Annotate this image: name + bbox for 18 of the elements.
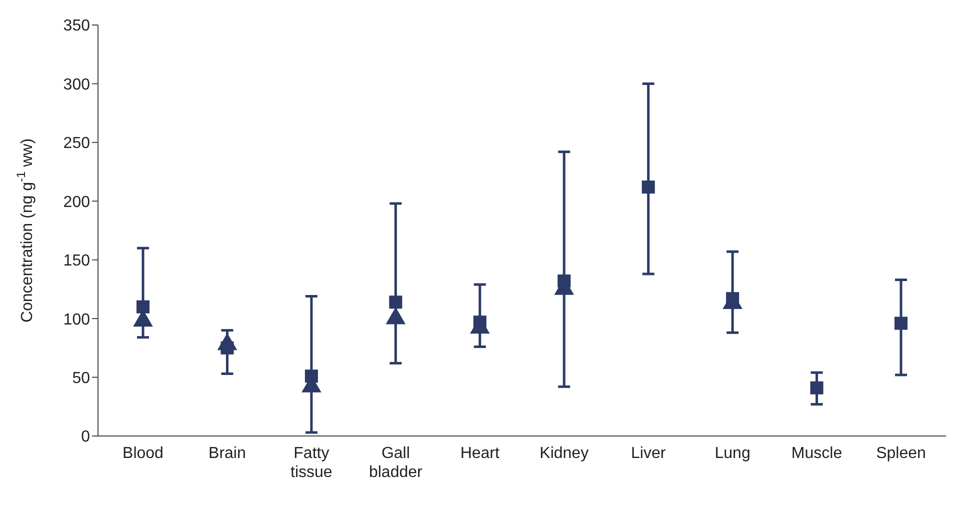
y-tick-label: 150: [63, 252, 90, 270]
x-tick-label: Brain: [208, 445, 246, 462]
y-tick-label: 100: [63, 311, 90, 328]
y-tick-label: 0: [81, 428, 90, 446]
y-tick-label: 50: [72, 370, 90, 387]
x-tick-label: Kidney: [540, 445, 589, 462]
x-tick-label: Blood: [122, 445, 164, 462]
x-tick-label: Fatty tissue: [290, 445, 332, 481]
x-tick-label: Muscle: [791, 445, 842, 462]
y-tick-label: 250: [63, 135, 90, 152]
y-tick-label: 350: [63, 18, 90, 35]
y-tick-label: 300: [63, 76, 90, 94]
x-tick-label: Gall bladder: [368, 445, 424, 481]
x-tick-label: Lung: [714, 445, 750, 462]
x-tick-label: Liver: [630, 445, 666, 462]
x-tick-label: Heart: [460, 445, 500, 462]
x-tick-label: Spleen: [876, 445, 926, 462]
y-tick-label: 200: [63, 194, 90, 211]
